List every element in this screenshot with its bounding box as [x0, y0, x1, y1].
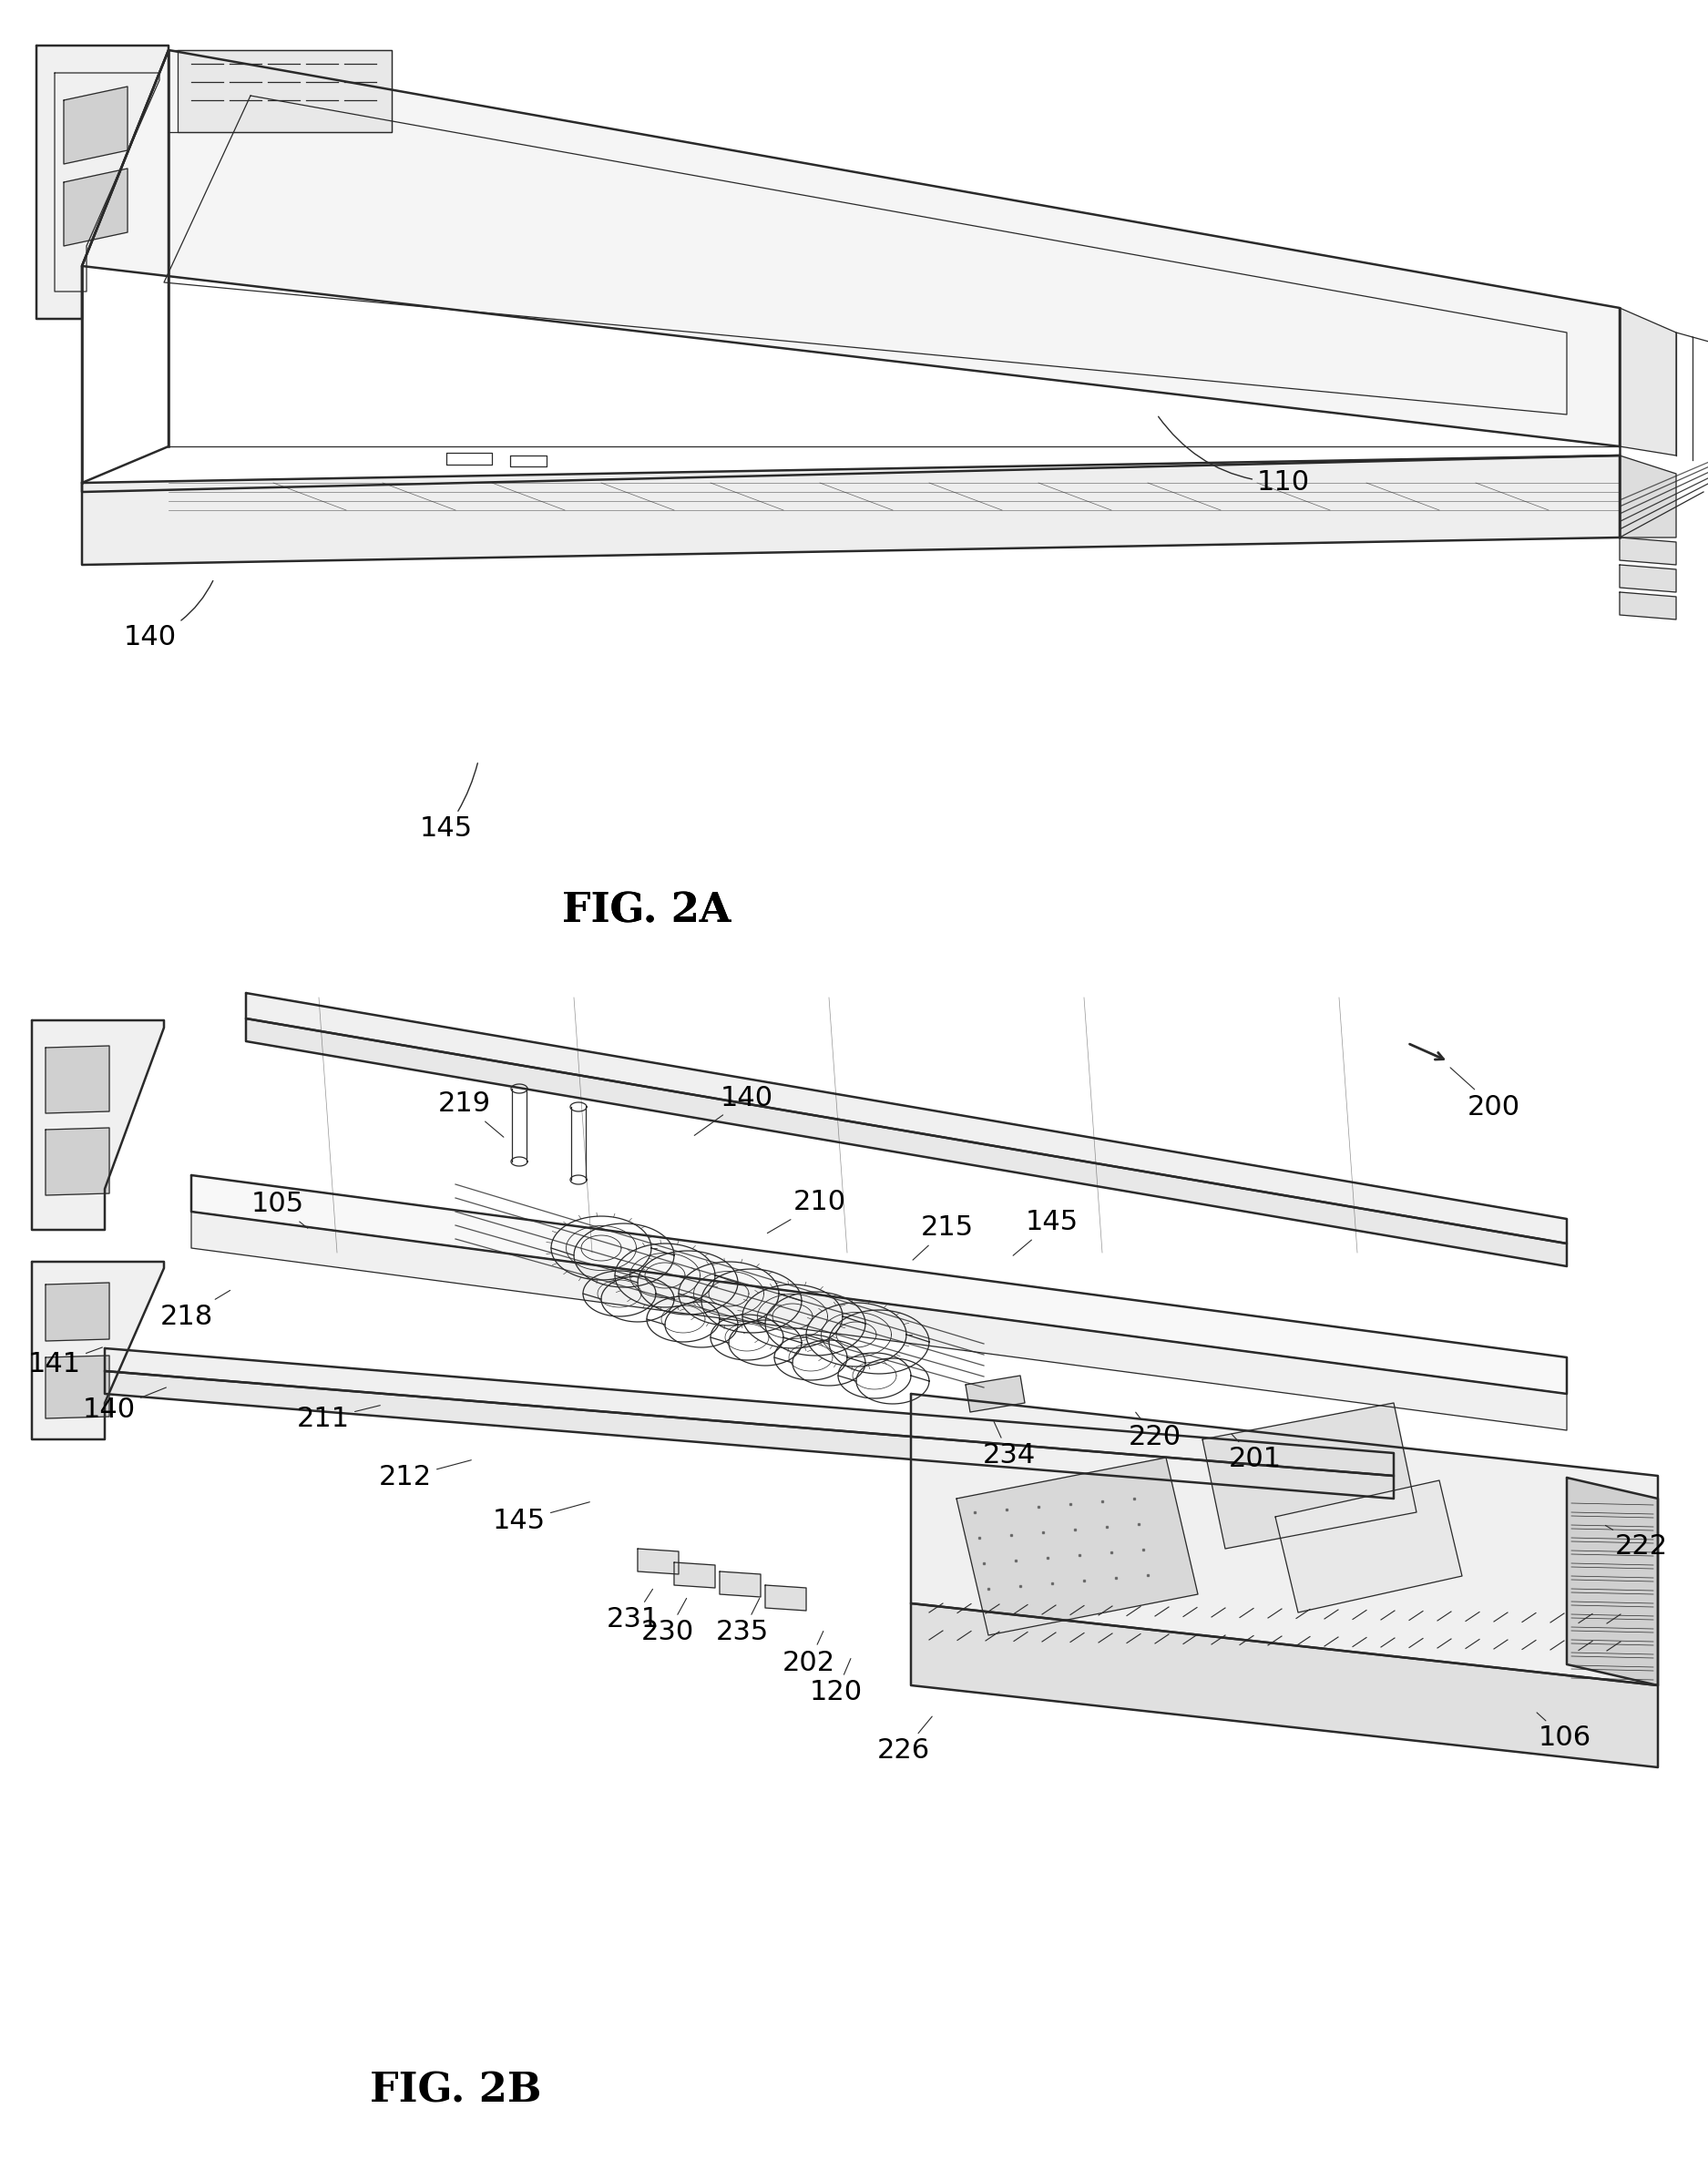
Polygon shape: [246, 1018, 1566, 1267]
Polygon shape: [1619, 592, 1676, 618]
Polygon shape: [765, 1584, 806, 1610]
Polygon shape: [719, 1571, 760, 1597]
Polygon shape: [191, 1211, 1566, 1430]
Text: FIG. 2B: FIG. 2B: [369, 2070, 541, 2111]
Text: FIG. 2A: FIG. 2A: [562, 892, 731, 931]
Polygon shape: [637, 1549, 678, 1573]
Polygon shape: [956, 1458, 1197, 1636]
Text: 145: 145: [494, 1502, 589, 1534]
Text: 231: 231: [606, 1588, 659, 1634]
Text: FIG. 2A: FIG. 2A: [562, 892, 731, 931]
Text: 141: 141: [27, 1348, 102, 1378]
Text: 219: 219: [437, 1092, 504, 1137]
Text: 140: 140: [125, 582, 214, 651]
Text: 222: 222: [1606, 1526, 1669, 1560]
Text: 202: 202: [782, 1632, 835, 1675]
Polygon shape: [1619, 564, 1676, 592]
Text: 140: 140: [695, 1085, 774, 1135]
Polygon shape: [910, 1393, 1658, 1686]
Text: 235: 235: [716, 1599, 769, 1645]
Text: 120: 120: [810, 1658, 863, 1706]
Polygon shape: [1619, 456, 1676, 538]
Polygon shape: [1566, 1478, 1658, 1686]
Text: 220: 220: [1129, 1413, 1182, 1452]
Text: 218: 218: [161, 1291, 231, 1330]
Text: 145: 145: [1013, 1209, 1079, 1256]
Text: 110: 110: [1158, 417, 1310, 497]
Polygon shape: [675, 1562, 716, 1588]
Text: 215: 215: [912, 1215, 974, 1261]
Text: 106: 106: [1537, 1712, 1592, 1751]
Text: 210: 210: [767, 1189, 847, 1233]
Polygon shape: [1619, 538, 1676, 564]
Polygon shape: [1202, 1404, 1416, 1549]
Text: 230: 230: [640, 1599, 693, 1645]
Polygon shape: [178, 50, 391, 132]
Polygon shape: [63, 87, 128, 165]
Polygon shape: [910, 1604, 1658, 1766]
Polygon shape: [104, 1371, 1394, 1499]
Polygon shape: [46, 1356, 109, 1419]
Polygon shape: [32, 1261, 164, 1439]
Text: 226: 226: [878, 1716, 933, 1764]
Text: 211: 211: [297, 1406, 381, 1432]
Polygon shape: [32, 1020, 164, 1230]
Polygon shape: [82, 456, 1619, 564]
Polygon shape: [104, 1348, 1394, 1476]
Text: 200: 200: [1450, 1068, 1520, 1120]
Text: 145: 145: [420, 764, 478, 842]
Text: 212: 212: [379, 1460, 471, 1491]
Polygon shape: [63, 169, 128, 245]
Polygon shape: [246, 994, 1566, 1243]
Text: 234: 234: [982, 1421, 1035, 1469]
Polygon shape: [1619, 308, 1676, 456]
Polygon shape: [46, 1282, 109, 1341]
Polygon shape: [191, 1176, 1566, 1393]
Text: 201: 201: [1228, 1434, 1281, 1473]
Polygon shape: [46, 1046, 109, 1113]
Polygon shape: [46, 1128, 109, 1196]
Text: 140: 140: [82, 1387, 166, 1424]
Polygon shape: [36, 46, 169, 319]
Polygon shape: [1276, 1480, 1462, 1612]
Text: 105: 105: [251, 1191, 307, 1228]
Polygon shape: [965, 1376, 1025, 1413]
Polygon shape: [82, 50, 1619, 447]
